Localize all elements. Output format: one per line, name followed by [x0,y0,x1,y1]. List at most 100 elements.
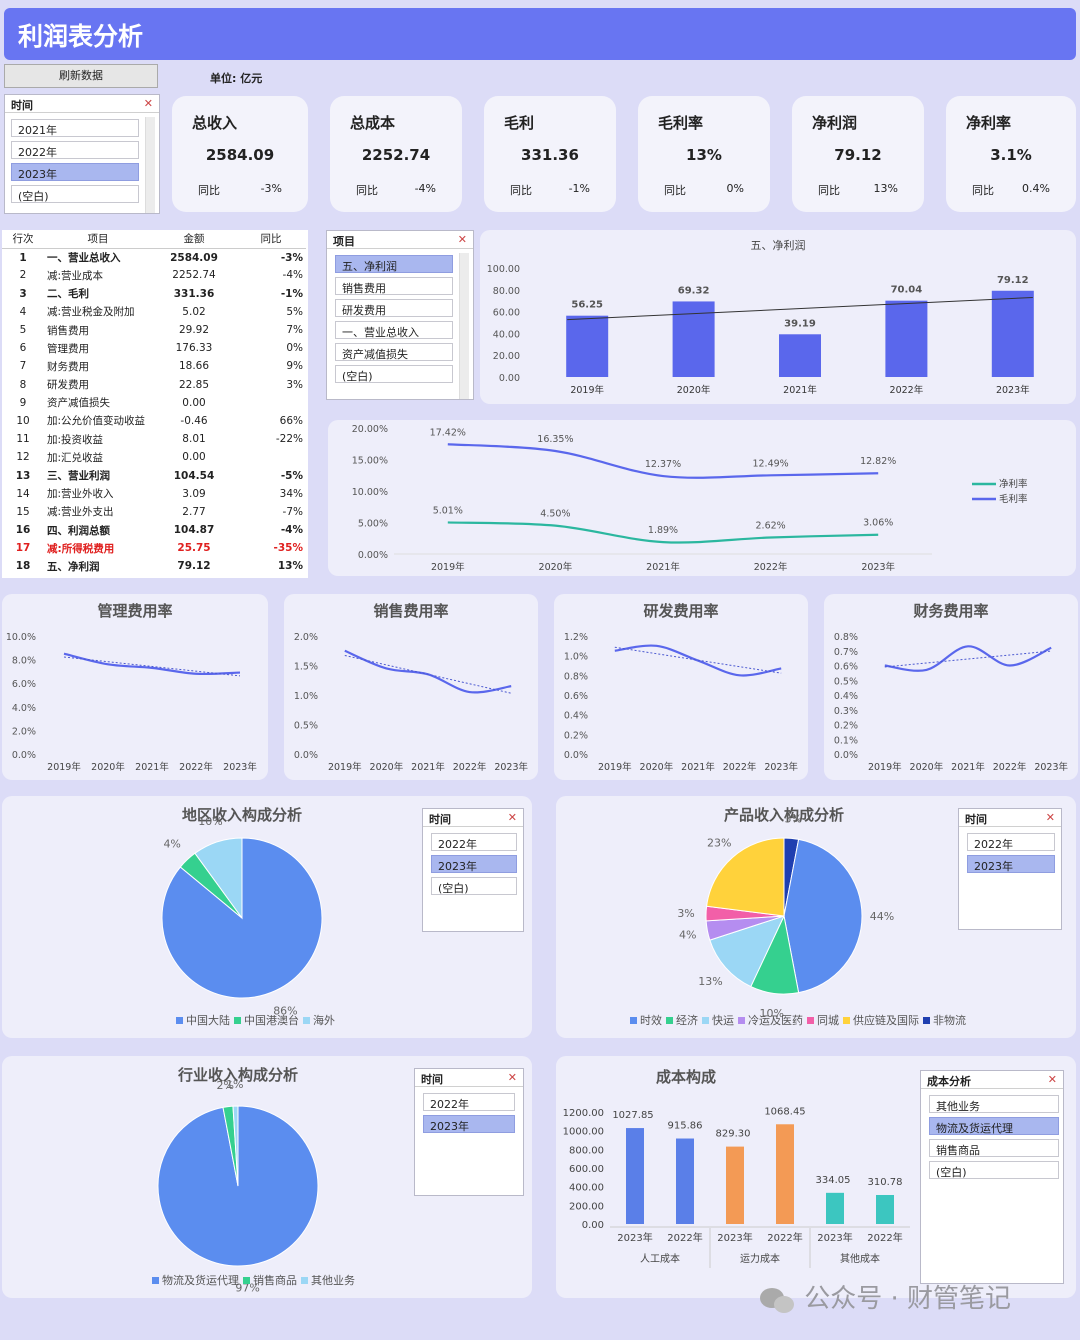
region-slicer-item[interactable]: 2022年 [431,833,517,851]
clear-filter-icon[interactable]: ✕ [507,1071,517,1084]
chart-title: 行业收入构成分析 [177,1066,298,1084]
clear-filter-icon[interactable]: ✕ [457,233,467,246]
trendline [344,654,512,694]
y-tick-label: 0.1% [834,735,858,746]
row-yoy: 3% [286,378,303,391]
col-header-no[interactable]: 行次 [12,233,34,246]
product-slicer-header: 时间 ✕ [959,809,1061,827]
item-slicer-item[interactable]: (空白) [335,365,453,383]
item-slicer-item[interactable]: 资产减值损失 [335,343,453,361]
time-slicer-item[interactable]: (空白) [11,185,139,203]
time-slicer-item[interactable]: 2022年 [11,141,139,159]
legend-label: 非物流 [933,1013,966,1027]
table-row: 14 加:营业外收入 3.09 34% [2,485,306,503]
item-slicer-header: 项目 ✕ [327,231,473,249]
pie-slice [194,837,243,920]
pie-slice [232,1105,239,1187]
legend-swatch [152,1277,159,1284]
time-slicer-item[interactable]: 2021年 [11,119,139,137]
item-slicer-item[interactable]: 销售费用 [335,277,453,295]
y-tick-label: 0.2% [564,730,588,741]
table-row: 13 三、营业利润 104.54 -5% [2,466,306,484]
item-slicer-title: 项目 [333,235,355,248]
clear-filter-icon[interactable]: ✕ [507,811,517,824]
item-slicer-item[interactable]: 研发费用 [335,299,453,317]
col-header-item[interactable]: 项目 [87,233,109,246]
cost-slicer-item[interactable]: 其他业务 [929,1095,1059,1113]
kpi-yoy-label: 同比 [510,184,532,197]
y-tick-label: 40.00 [493,329,520,340]
kpi-yoy-value: -1% [568,182,590,195]
data-label: 16.35% [537,434,573,445]
industry-slicer-item[interactable]: 2022年 [423,1093,515,1111]
y-tick-label: 0.0% [564,750,588,761]
kpi-value: 2252.74 [361,146,431,164]
cost-slicer-item[interactable]: 销售商品 [929,1139,1059,1157]
cost-slicer-item[interactable]: (空白) [929,1161,1059,1179]
row-no: 7 [19,360,27,373]
product-slicer-item[interactable]: 2023年 [967,855,1055,873]
region-slicer-item[interactable]: 2023年 [431,855,517,873]
row-no: 13 [15,469,31,482]
row-yoy: -4% [282,269,303,282]
y-tick-label: 800.00 [569,1145,604,1156]
kpi-title: 毛利 [504,114,535,132]
series-line [884,645,1052,672]
trendline [884,650,1052,668]
y-tick-label: 0.00 [499,373,520,384]
x-tick-label: 2020年 [539,561,573,573]
pie-slice [783,838,863,994]
data-label: 12.82% [860,456,896,467]
clear-filter-icon[interactable]: ✕ [1047,1073,1057,1086]
y-tick-label: 0.6% [564,691,588,702]
table-row: 17 减:所得税费用 25.75 -35% [2,539,306,557]
data-label: 23% [707,836,731,849]
x-tick-label: 2020年 [910,761,944,773]
row-yoy: 0% [286,342,303,355]
y-tick-label: 0.5% [834,676,858,687]
time-slicer-header: 时间 ✕ [5,95,159,113]
legend-swatch [234,1017,241,1024]
row-item: 五、净利润 [47,560,100,573]
clear-filter-icon[interactable]: ✕ [143,97,153,110]
x-tick-label: 2022年 [754,561,788,573]
y-tick-label: 0.00% [358,550,388,561]
y-tick-label: 1.5% [294,662,318,673]
row-item: 一、营业总收入 [47,252,121,265]
time-slicer-item[interactable]: 2023年 [11,163,139,181]
row-no: 1 [19,251,27,264]
product-slicer-item[interactable]: 2022年 [967,833,1055,851]
item-slicer-item[interactable]: 一、营业总收入 [335,321,453,339]
data-label: 3% [677,907,694,920]
time-slicer-scrollbar[interactable] [145,117,155,213]
cost-slicer-item[interactable]: 物流及货运代理 [929,1117,1059,1135]
row-yoy: -22% [275,433,303,446]
refresh-button[interactable]: 刷新数据 [4,64,158,88]
row-item: 财务费用 [47,360,89,373]
sales-rate-card: 销售费用率 2.0% 1.5% 1.0% 0.5% 0.0% 2019年 2020年 2021年… [284,594,538,780]
data-label: 86% [273,1004,297,1017]
data-label: 10% [759,1007,783,1020]
region-slicer-item[interactable]: (空白) [431,877,517,895]
row-amount: 79.12 [177,560,211,573]
pie-slice [709,915,785,988]
item-slicer-item[interactable]: 五、净利润 [335,255,453,273]
row-no: 2 [19,269,27,282]
kpi-value: 13% [686,146,722,164]
y-tick-label: 0.7% [834,647,858,658]
data-label: 5.01% [433,505,463,516]
kpi-yoy-value: 13% [873,182,898,195]
item-slicer-scrollbar[interactable] [459,253,469,399]
net-profit-chart: 五、净利润 100.00 80.00 60.00 40.00 20.00 0.00 56.25… [487,238,1034,396]
clear-filter-icon[interactable]: ✕ [1045,811,1055,824]
row-amount: 2584.09 [170,251,218,264]
product-slicer-title: 时间 [965,813,987,826]
region-slicer-header: 时间 ✕ [423,809,523,827]
kpi-value: 79.12 [834,146,882,164]
bar [885,300,928,377]
industry-slicer-item[interactable]: 2023年 [423,1115,515,1133]
kpi-yoy-value: -3% [260,182,282,195]
margin-chart: 20.00% 15.00% 10.00% 5.00% 0.00% 2019年 2020年 20… [352,424,1028,573]
row-amount: 29.92 [178,324,210,337]
x-tick-label: 2021年 [681,761,715,773]
